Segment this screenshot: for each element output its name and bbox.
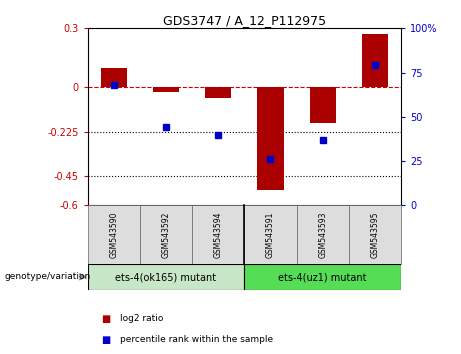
Text: ets-4(ok165) mutant: ets-4(ok165) mutant [115, 272, 217, 282]
Bar [296, 205, 349, 264]
Text: genotype/variation: genotype/variation [5, 272, 91, 281]
Bar [362, 34, 388, 87]
Bar [244, 205, 296, 264]
Text: GSM543593: GSM543593 [318, 211, 327, 258]
Text: ets-4(uz1) mutant: ets-4(uz1) mutant [278, 272, 367, 282]
Text: log2 ratio: log2 ratio [120, 314, 163, 323]
Text: ■: ■ [101, 335, 111, 345]
Bar [244, 264, 401, 290]
Bar [310, 87, 336, 123]
Bar [257, 87, 284, 190]
Title: GDS3747 / A_12_P112975: GDS3747 / A_12_P112975 [163, 14, 326, 27]
Text: GSM543594: GSM543594 [214, 211, 223, 258]
Bar [153, 87, 179, 92]
Bar [349, 205, 401, 264]
Bar [88, 264, 244, 290]
Text: GSM543595: GSM543595 [371, 211, 379, 258]
Bar [205, 87, 231, 98]
Bar [140, 205, 192, 264]
Text: GSM543590: GSM543590 [109, 211, 118, 258]
Text: GSM543591: GSM543591 [266, 211, 275, 258]
Text: percentile rank within the sample: percentile rank within the sample [120, 335, 273, 344]
Bar [88, 205, 140, 264]
Bar [100, 68, 127, 87]
Bar [192, 205, 244, 264]
Text: GSM543592: GSM543592 [161, 211, 171, 258]
Text: ■: ■ [101, 314, 111, 324]
